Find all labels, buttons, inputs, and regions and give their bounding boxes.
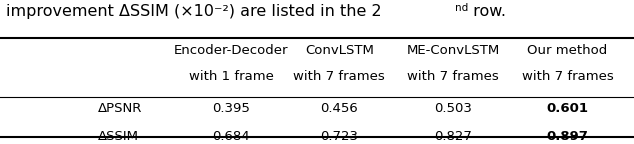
Text: ΔPSNR: ΔPSNR [98, 102, 143, 115]
Text: ME-ConvLSTM: ME-ConvLSTM [406, 44, 500, 57]
Text: 0.684: 0.684 [212, 130, 250, 143]
Text: 0.503: 0.503 [434, 102, 472, 115]
Text: 0.601: 0.601 [547, 102, 588, 115]
Text: 0.395: 0.395 [212, 102, 250, 115]
Text: with 7 frames: with 7 frames [294, 70, 385, 83]
Text: nd: nd [455, 3, 469, 13]
Text: row.: row. [468, 4, 506, 19]
Text: with 7 frames: with 7 frames [408, 70, 499, 83]
Text: improvement ΔSSIM (×10⁻²) are listed in the 2: improvement ΔSSIM (×10⁻²) are listed in … [6, 4, 382, 19]
Text: with 7 frames: with 7 frames [522, 70, 613, 83]
Text: Encoder-Decoder: Encoder-Decoder [174, 44, 288, 57]
Text: ΔSSIM: ΔSSIM [98, 130, 139, 143]
Text: ConvLSTM: ConvLSTM [305, 44, 373, 57]
Text: Our method: Our method [527, 44, 607, 57]
Text: 0.827: 0.827 [434, 130, 472, 143]
Text: 0.723: 0.723 [320, 130, 358, 143]
Text: 0.897: 0.897 [547, 130, 588, 143]
Text: 0.456: 0.456 [320, 102, 358, 115]
Text: with 1 frame: with 1 frame [189, 70, 274, 83]
